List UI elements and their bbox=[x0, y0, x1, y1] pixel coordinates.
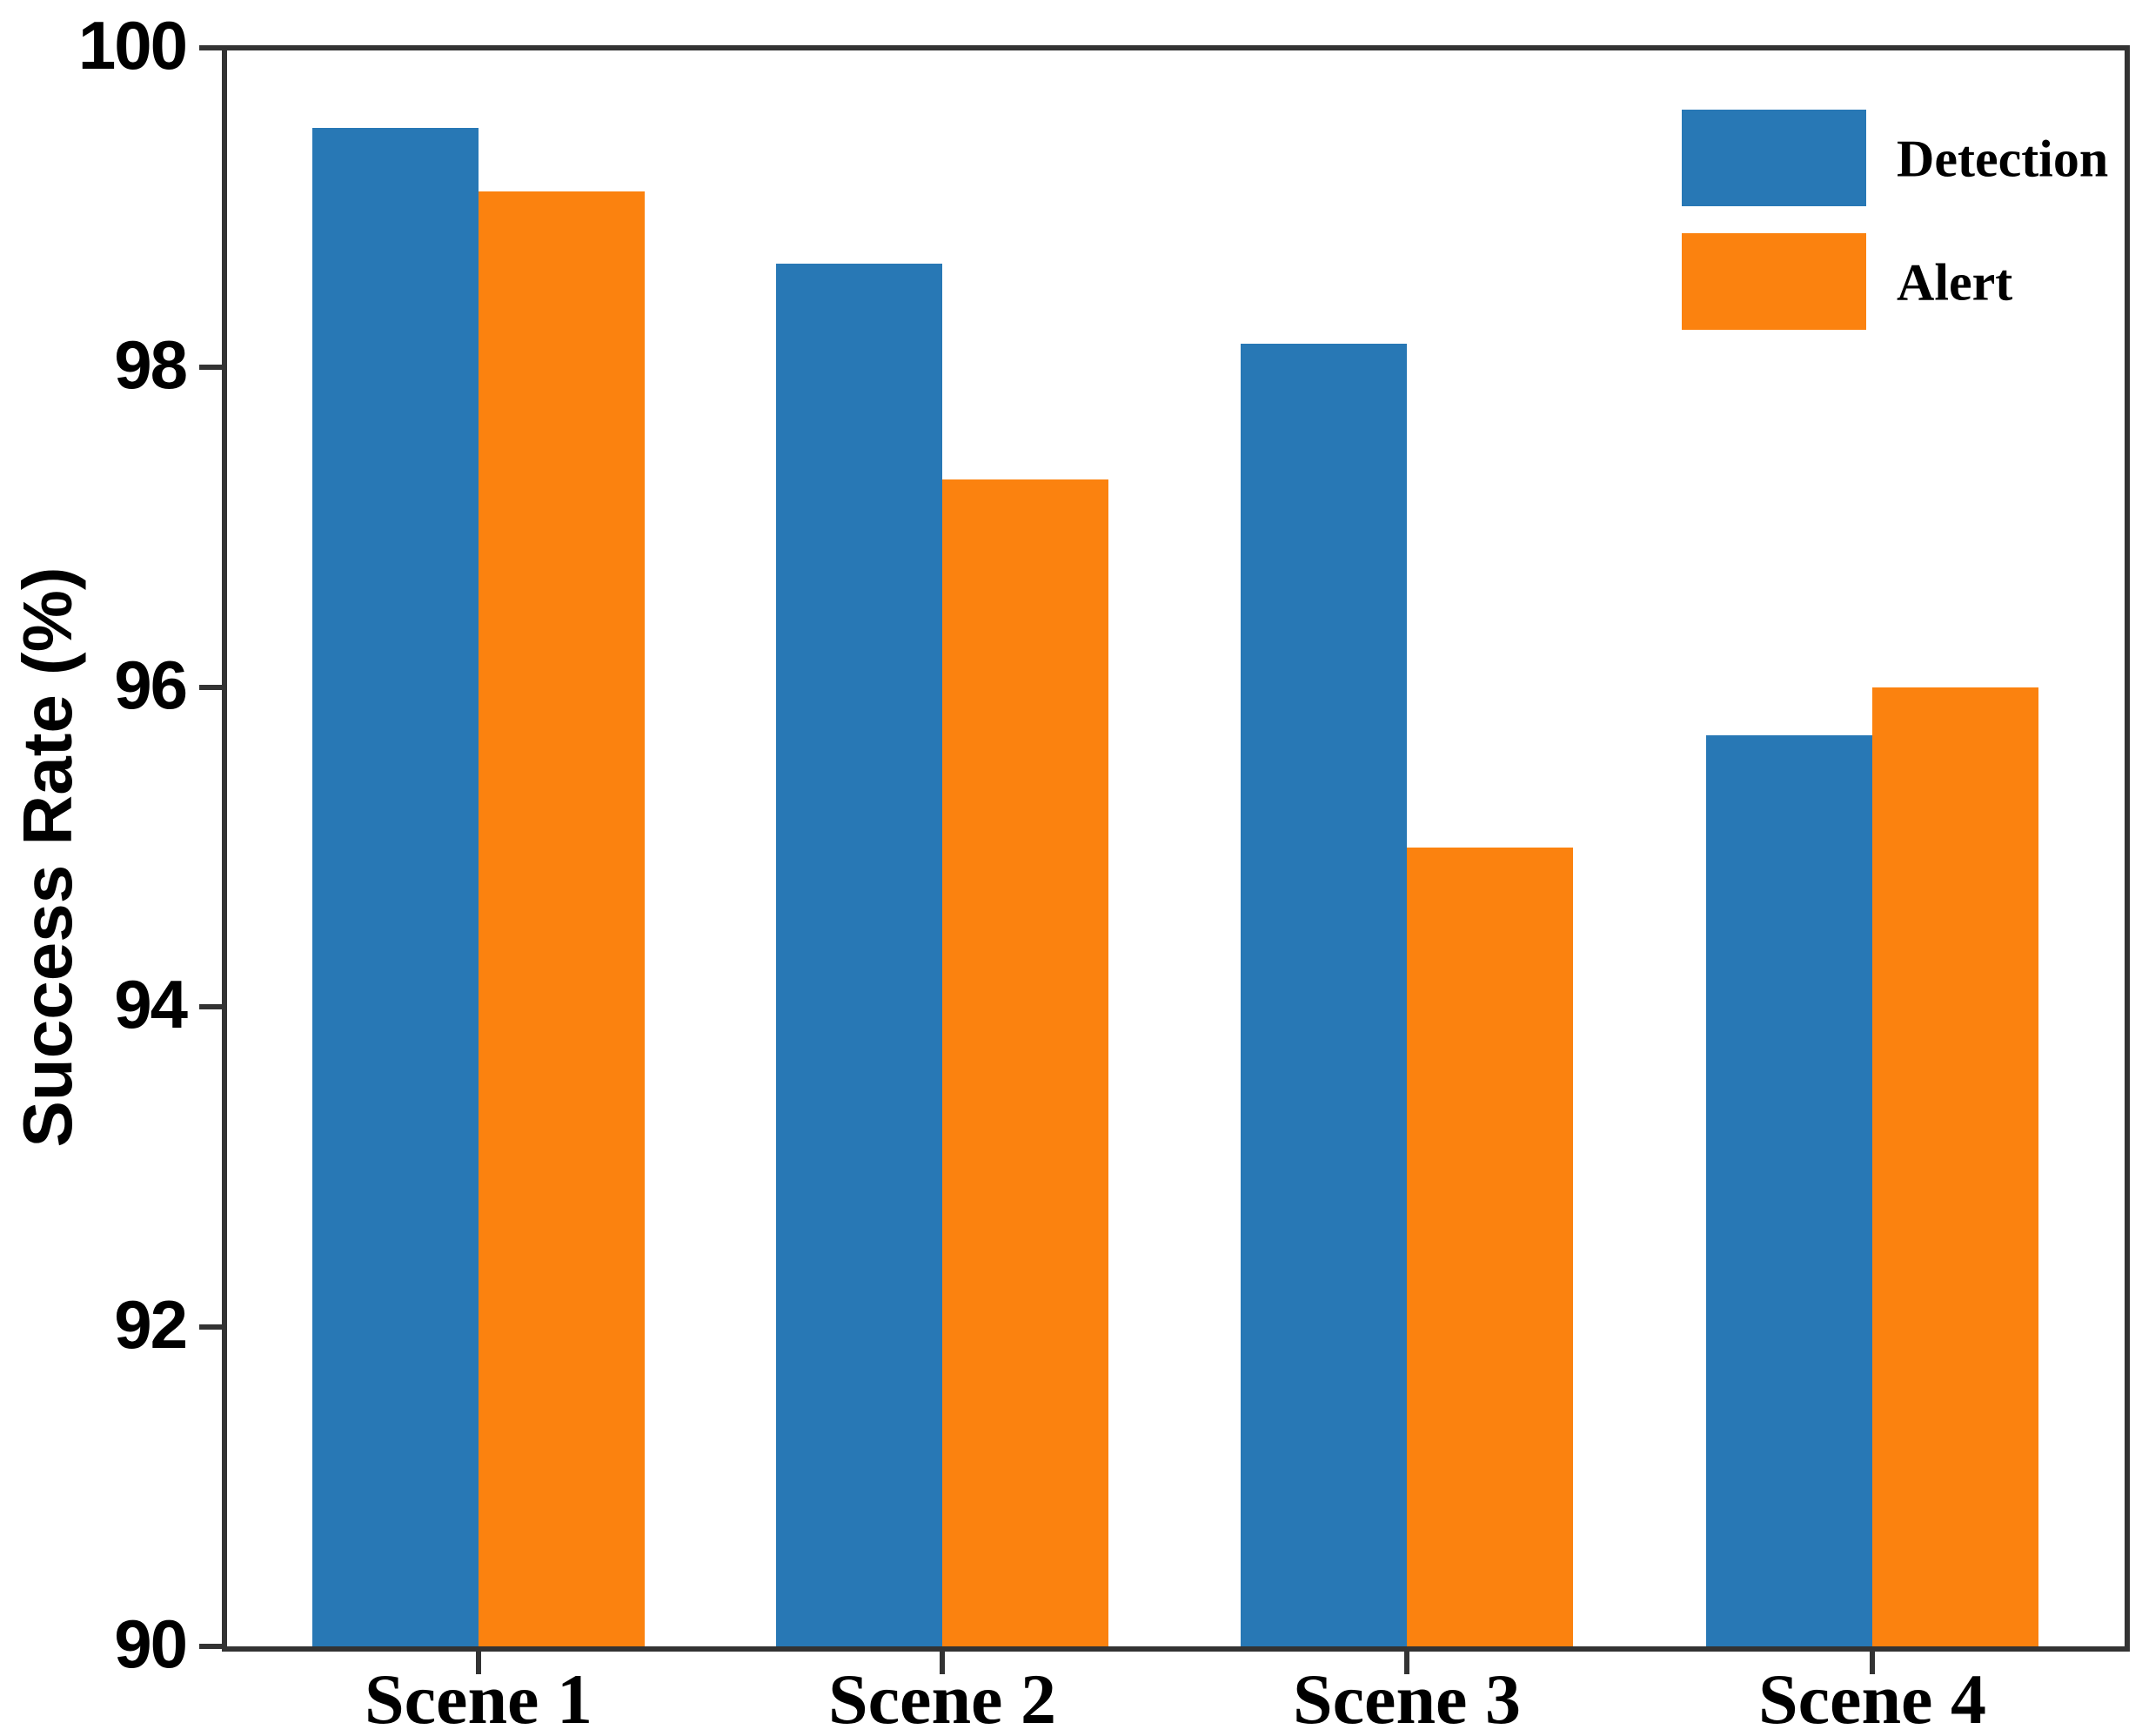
x-tick-mark-scene-1 bbox=[476, 1652, 481, 1674]
x-tick-mark-scene-2 bbox=[940, 1652, 945, 1674]
legend-label-detection: Detection bbox=[1897, 130, 2109, 188]
x-tick-label-scene-3: Scene 3 bbox=[1293, 1659, 1521, 1736]
x-tick-label-scene-4: Scene 4 bbox=[1758, 1659, 1986, 1736]
legend-swatch-alert bbox=[1682, 233, 1866, 330]
y-tick-mark-92 bbox=[199, 1324, 222, 1330]
legend-swatch-detection bbox=[1682, 110, 1866, 206]
bar-alert-scene-2 bbox=[942, 479, 1108, 1646]
y-tick-label-94: 94 bbox=[114, 965, 188, 1042]
y-tick-mark-100 bbox=[199, 45, 222, 50]
y-tick-label-100: 100 bbox=[77, 6, 188, 84]
bar-detection-scene-1 bbox=[312, 127, 479, 1646]
x-tick-mark-scene-3 bbox=[1404, 1652, 1409, 1674]
bar-alert-scene-3 bbox=[1407, 847, 1573, 1646]
bar-detection-scene-3 bbox=[1241, 343, 1407, 1646]
y-tick-mark-96 bbox=[199, 684, 222, 690]
y-tick-mark-94 bbox=[199, 1004, 222, 1010]
y-tick-mark-98 bbox=[199, 365, 222, 371]
y-tick-label-90: 90 bbox=[114, 1605, 188, 1682]
bar-alert-scene-1 bbox=[479, 191, 645, 1646]
bar-detection-scene-4 bbox=[1706, 734, 1872, 1646]
bar-alert-scene-4 bbox=[1872, 687, 2038, 1646]
y-tick-label-96: 96 bbox=[114, 646, 188, 723]
y-tick-label-92: 92 bbox=[114, 1285, 188, 1363]
x-tick-mark-scene-4 bbox=[1870, 1652, 1875, 1674]
bar-detection-scene-2 bbox=[776, 263, 942, 1646]
x-tick-label-scene-2: Scene 2 bbox=[828, 1659, 1056, 1736]
legend-label-alert: Alert bbox=[1897, 253, 2013, 312]
y-tick-mark-90 bbox=[199, 1644, 222, 1649]
y-tick-label-98: 98 bbox=[114, 326, 188, 404]
x-tick-label-scene-1: Scene 1 bbox=[365, 1659, 592, 1736]
